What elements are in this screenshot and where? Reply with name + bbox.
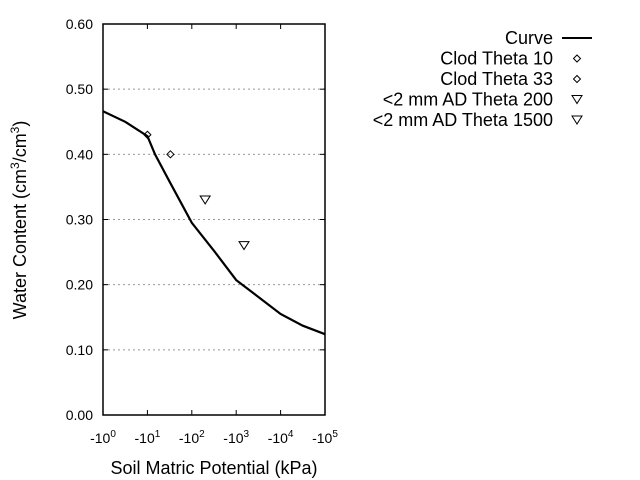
legend-label: <2 mm AD Theta 1500 bbox=[373, 110, 553, 130]
plot-frame bbox=[102, 23, 326, 416]
diamond-point bbox=[166, 150, 175, 159]
legend-diamond-swatch bbox=[572, 54, 582, 63]
legend-diamond-swatch bbox=[572, 74, 582, 84]
x-tick-label: -104 bbox=[268, 429, 294, 446]
x-tick-label: -103 bbox=[223, 429, 249, 446]
x-axis-label: Soil Matric Potential (kPa) bbox=[110, 458, 317, 478]
y-tick-label: 0.10 bbox=[66, 342, 93, 358]
x-tick-label: -100 bbox=[90, 429, 116, 446]
curve-line bbox=[102, 110, 326, 336]
x-tick-label: -101 bbox=[135, 429, 161, 446]
y-axis-ticks: 0.00 0.10 0.20 0.30 0.40 0.50 0.60 bbox=[66, 16, 325, 423]
x-axis-ticks: -100 -101 -102 -103 -104 -105 bbox=[90, 24, 338, 446]
legend-label: <2 mm AD Theta 200 bbox=[383, 90, 553, 110]
y-tick-label: 0.30 bbox=[66, 212, 93, 228]
series-layer bbox=[102, 110, 326, 336]
y-tick-label: 0.00 bbox=[66, 407, 93, 423]
x-tick-label: -105 bbox=[312, 429, 338, 446]
legend-label: Clod Theta 33 bbox=[440, 69, 553, 89]
y-tick-label: 0.50 bbox=[66, 81, 93, 97]
y-axis-label: Water Content (cm3/cm3) bbox=[8, 121, 30, 320]
triangle-down-point bbox=[199, 195, 212, 205]
triangle-down-point bbox=[238, 241, 250, 251]
legend-label: Curve bbox=[505, 28, 553, 48]
y-tick-label: 0.20 bbox=[66, 277, 93, 293]
diamond-point bbox=[143, 130, 152, 139]
legend-triangle-down-swatch bbox=[571, 115, 583, 125]
y-tick-label: 0.40 bbox=[66, 146, 93, 162]
legend-triangle-down-swatch bbox=[571, 95, 583, 105]
y-tick-label: 0.60 bbox=[66, 16, 93, 32]
legend-label: Clod Theta 10 bbox=[440, 49, 553, 69]
grid-lines bbox=[103, 88, 325, 351]
x-tick-label: -102 bbox=[179, 429, 205, 446]
